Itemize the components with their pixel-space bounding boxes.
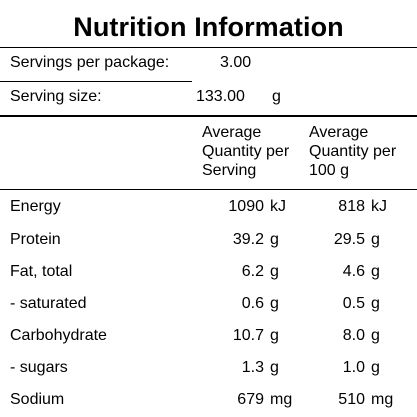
per-100g-value: 510	[338, 391, 365, 408]
nutrient-name: - saturated	[10, 295, 87, 312]
servings-per-package-value: 3.00	[220, 54, 252, 71]
servings-per-package-label: Servings per package:	[10, 54, 170, 71]
serving-size-label: Serving size:	[10, 88, 102, 105]
per-serving-value: 39.2	[232, 231, 264, 248]
column-header-per-100g-line-2: Quantity per	[309, 143, 397, 160]
nutrient-name: - sugars	[10, 359, 68, 376]
per-100g-value: 29.5	[333, 231, 365, 248]
per-100g-unit: g	[371, 231, 380, 248]
per-100g-unit: g	[371, 327, 380, 344]
column-header-per-serving-line-3: Serving	[202, 162, 257, 179]
per-100g-value: 8.0	[342, 327, 365, 344]
nutrient-name: Carbohydrate	[10, 327, 107, 344]
nutrient-name: Sodium	[10, 391, 65, 408]
per-serving-unit: g	[270, 359, 279, 376]
per-serving-value: 679	[237, 391, 264, 408]
per-serving-unit: g	[270, 295, 279, 312]
per-100g-value: 0.5	[342, 295, 365, 312]
per-serving-value: 0.6	[241, 295, 264, 312]
per-100g-value: 818	[338, 198, 365, 215]
per-serving-unit: g	[270, 231, 279, 248]
column-header-per-100g: Average Quantity per 100 g	[309, 123, 396, 180]
column-header-per-100g-line-1: Average	[309, 124, 369, 141]
per-serving-unit: g	[270, 327, 279, 344]
header-divider-thick	[0, 115, 417, 117]
per-serving-value: 1.3	[241, 359, 264, 376]
per-100g-unit: kJ	[371, 198, 387, 215]
column-header-per-serving-line-1: Average	[202, 124, 262, 141]
per-100g-unit: g	[371, 295, 380, 312]
per-serving-value: 1090	[228, 198, 264, 215]
per-serving-value: 6.2	[241, 263, 264, 280]
servings-divider	[0, 81, 192, 82]
nutrient-name: Energy	[10, 198, 61, 215]
per-100g-value: 1.0	[342, 359, 365, 376]
serving-size-value: 133.00	[196, 88, 245, 105]
per-100g-value: 4.6	[342, 263, 365, 280]
serving-size-unit: g	[272, 88, 281, 105]
nutrient-name: Protein	[10, 231, 61, 248]
per-100g-unit: mg	[371, 391, 394, 408]
title-divider	[0, 47, 417, 48]
per-100g-unit: g	[371, 359, 380, 376]
column-header-per-serving-line-2: Quantity per	[202, 143, 290, 160]
per-serving-unit: g	[270, 263, 279, 280]
panel-title: Nutrition Information	[73, 12, 344, 42]
per-serving-unit: kJ	[270, 198, 286, 215]
column-header-per-100g-line-3: 100 g	[309, 162, 350, 179]
per-100g-unit: g	[371, 263, 380, 280]
nutrient-name: Fat, total	[10, 263, 73, 280]
per-serving-unit: mg	[270, 391, 293, 408]
column-header-per-serving: Average Quantity per Serving	[202, 123, 289, 180]
per-serving-value: 10.7	[232, 327, 264, 344]
table-header-divider	[0, 189, 417, 190]
